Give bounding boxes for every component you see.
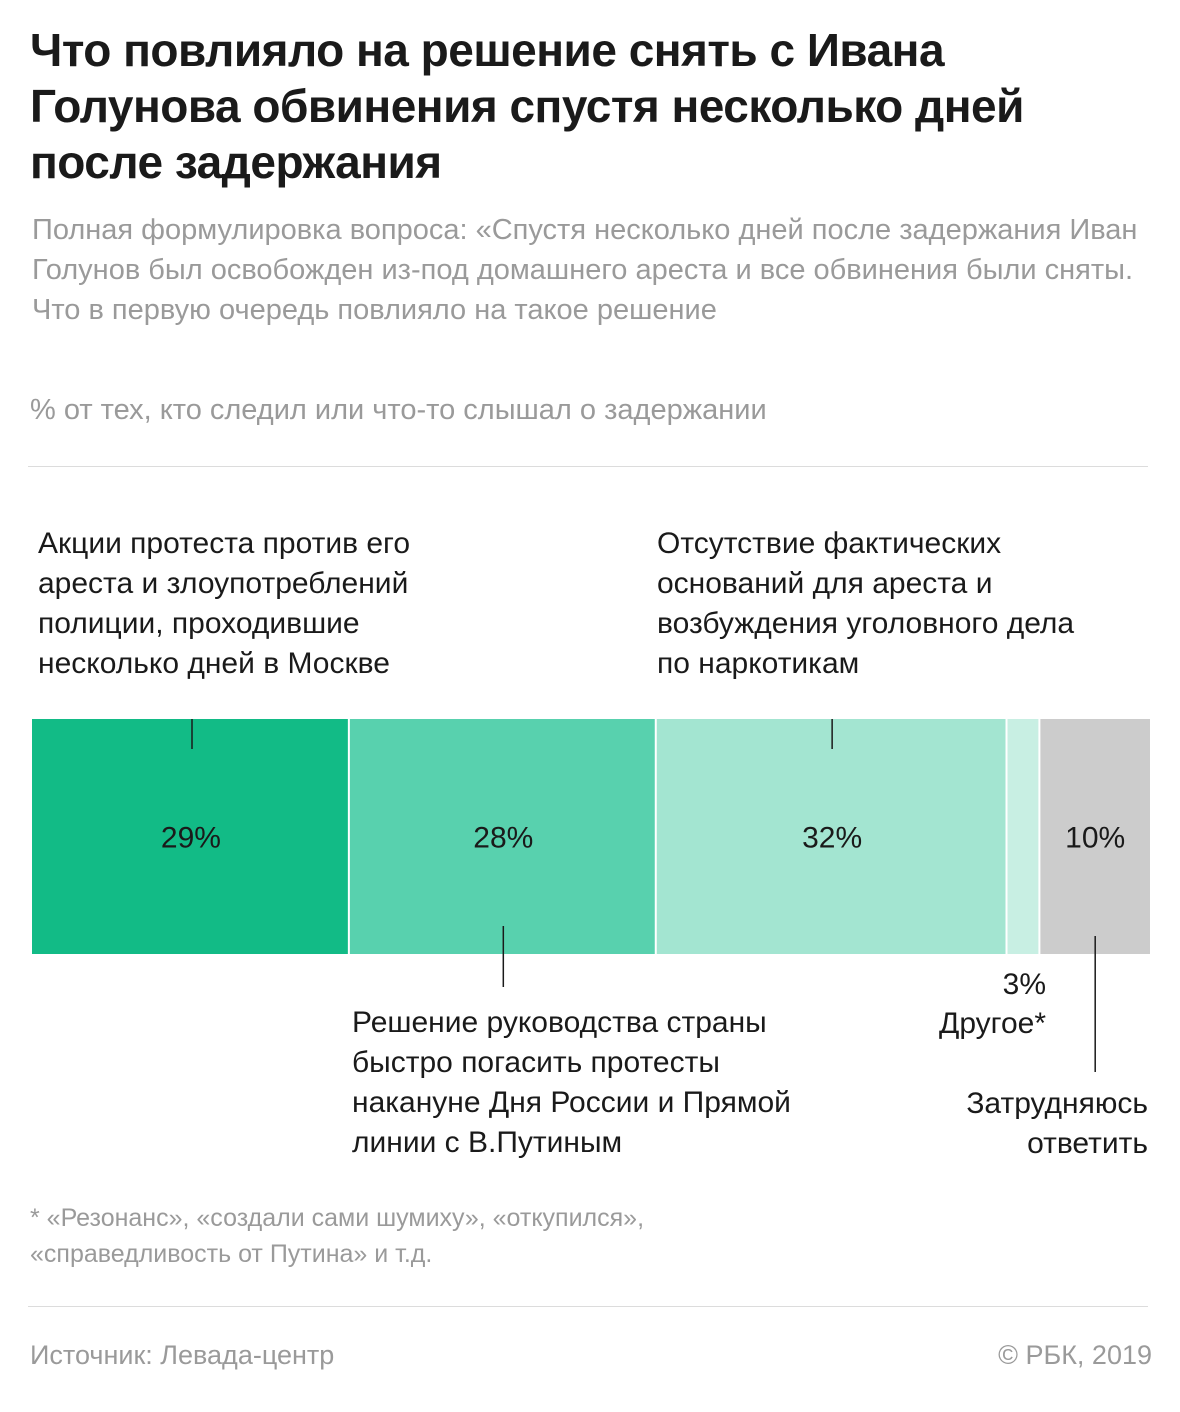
value-label-no-grounds: 32% bbox=[802, 822, 862, 855]
bar-segment-no-grounds bbox=[656, 719, 1006, 954]
label-hard-to-say: Затрудняюсь ответить bbox=[966, 1087, 1148, 1160]
label-protests: Акции протеста против его ареста и злоуп… bbox=[38, 527, 411, 680]
bar-segment-protests bbox=[32, 719, 348, 954]
value-label-hard-to-say: 10% bbox=[1065, 822, 1125, 855]
bar-segment-leadership bbox=[349, 719, 655, 954]
unit-note: % от тех, кто следил или что-то слышал о… bbox=[30, 394, 767, 426]
source-note: Источник: Левада-центр bbox=[30, 1340, 335, 1370]
copyright: © РБК, 2019 bbox=[998, 1340, 1152, 1370]
bottom-divider bbox=[28, 1306, 1148, 1307]
label-no-grounds: Отсутствие фактических оснований для аре… bbox=[657, 527, 1075, 680]
label-other-value: 3% bbox=[1002, 968, 1046, 1001]
value-label-protests: 29% bbox=[161, 822, 221, 855]
label-leadership: Решение руководства страны быстро погаси… bbox=[352, 1006, 791, 1159]
chart-subtitle: Полная формулировка вопроса: «Спустя нес… bbox=[32, 214, 1138, 326]
bar-segment-hard-to-say bbox=[1040, 719, 1150, 954]
label-other: Другое* bbox=[939, 1007, 1046, 1040]
bar-segment-other bbox=[1007, 719, 1039, 954]
value-label-leadership: 28% bbox=[473, 822, 533, 855]
top-divider bbox=[28, 466, 1148, 467]
chart-title: Что повлияло на решение снять с Ивана Го… bbox=[30, 24, 1024, 188]
footnote: * «Резонанс», «создали сами шумиху», «от… bbox=[30, 1204, 645, 1268]
